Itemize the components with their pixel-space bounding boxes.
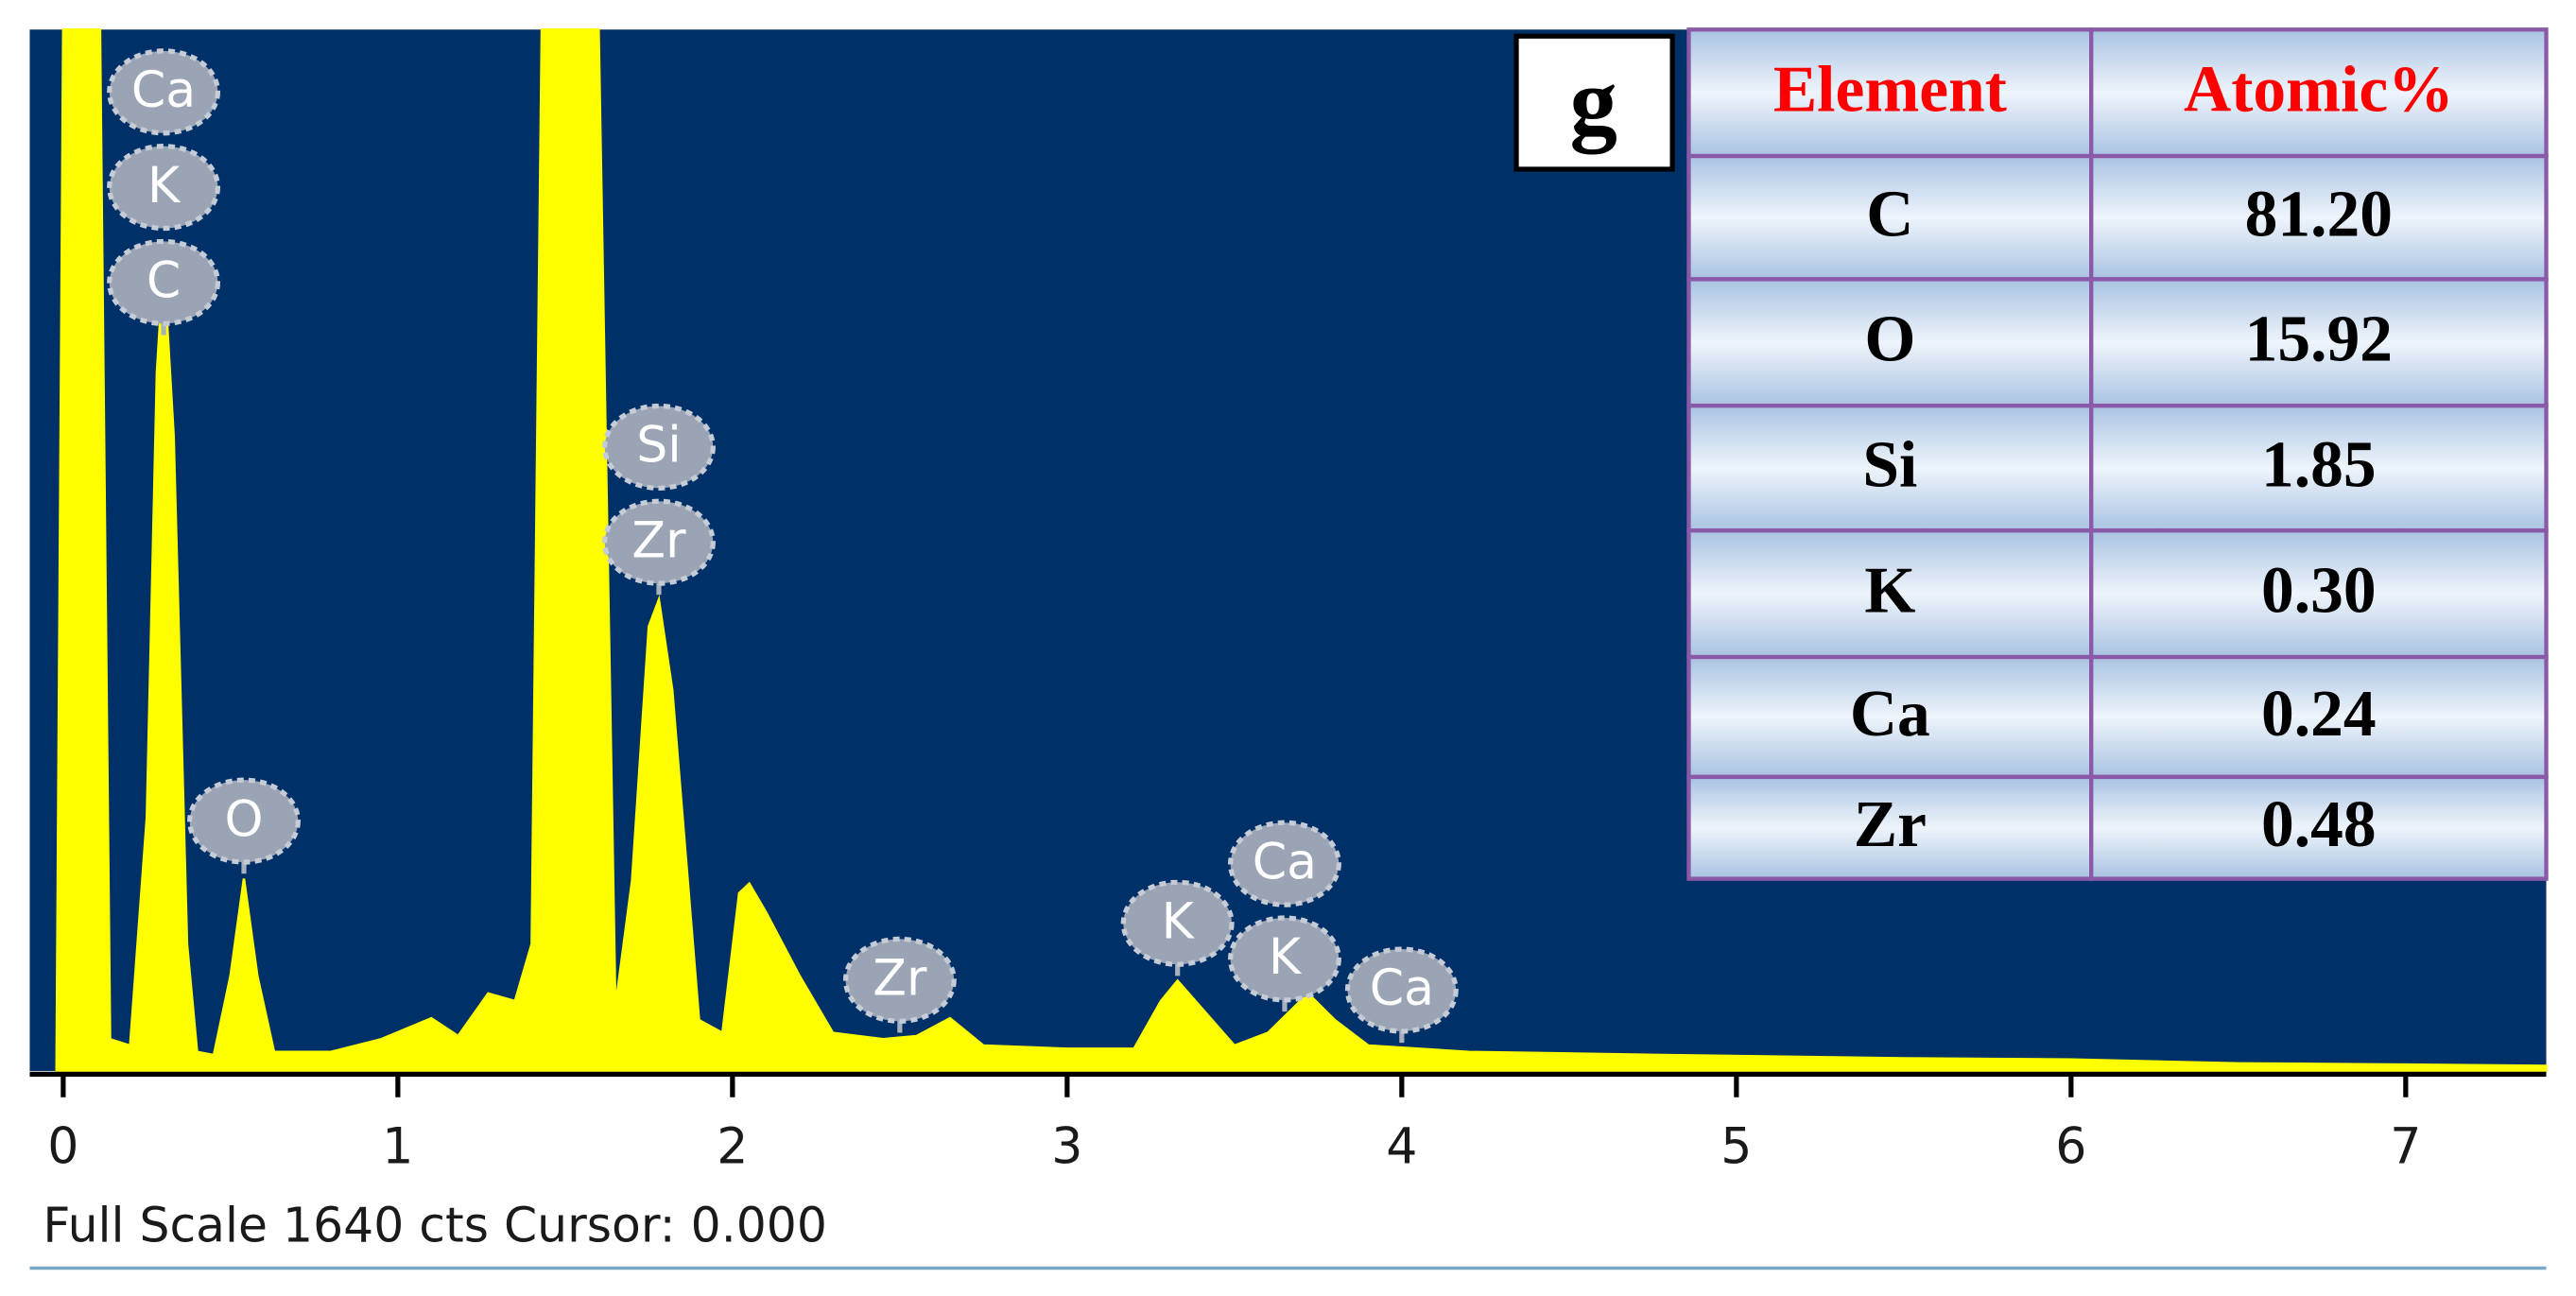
table-cell [2089,27,2549,159]
marker-badge [1228,820,1341,907]
table-cell [1686,404,2094,533]
table-cell [2089,277,2549,408]
table-value: 0.24 [2261,678,2377,751]
marker-badge [187,777,301,865]
x-tick-label: 2 [717,1118,748,1175]
marker-label: Ca [1253,834,1317,890]
panel-label-box [1513,33,1675,172]
table-value: 1.85 [2261,429,2377,502]
x-tick-label: 7 [2390,1118,2421,1175]
table-value: 81.20 [2245,179,2393,251]
marker-badge [1344,946,1459,1034]
table: Element Atomic% C 81.20 O 15.92 Si 1.85 K 0.30 Ca 0… [1686,27,2549,881]
marker-label: Zr [631,512,686,569]
table-value: 15.92 [2245,303,2393,376]
table-value: O [1864,303,1915,376]
x-tick-label: 1 [382,1118,413,1175]
marker-label: Ca [131,62,196,119]
marker-badge [107,238,221,326]
marker-label: Ca [1370,960,1434,1017]
x-tick-label: 0 [47,1118,78,1175]
x-tick-label: 6 [2055,1118,2086,1175]
table-value: 0.30 [2261,555,2377,628]
marker-badge [602,498,716,586]
table-value: Si [1862,429,1917,502]
marker-label: K [1269,929,1303,986]
marker-badge [602,403,716,491]
marker-label: Zr [873,951,927,1008]
marker-badge [1120,879,1235,967]
spectrum [55,27,2548,1073]
table-value: Zr [1854,788,1927,861]
footer: Full Scale 1640 cts Cursor: 0.000 [43,1197,827,1253]
marker-label: O [225,791,264,848]
table-value: K [1864,555,1915,628]
marker-label: K [147,158,182,215]
table-cell [1686,27,2094,159]
table-cell [1686,153,2094,282]
table-header: Element [1773,54,2007,127]
table-header: Atomic% [2184,54,2454,127]
panel-label: g [1570,48,1617,154]
x-axis-ticks: 0 1 2 3 4 5 6 7 [47,1074,2421,1175]
marker-badge [107,48,221,136]
marker-badge [842,936,957,1024]
marker-label: K [1162,893,1196,950]
spectrum-area [55,27,2548,1073]
table-cell [2089,153,2549,282]
table-value: 0.48 [2261,788,2377,861]
marker-label: Si [636,418,682,475]
table-cell [1686,528,2094,660]
x-tick-label: 4 [1386,1118,1417,1175]
table-cell [2089,654,2549,780]
table-cell [2089,528,2549,660]
table-cell [1686,654,2094,780]
marker-badge [1228,915,1341,1003]
marker-label: C [147,253,181,310]
table-cell [2089,774,2549,881]
x-tick-label: 5 [1720,1118,1752,1175]
table-value: C [1866,179,1913,251]
x-tick-label: 3 [1051,1118,1082,1175]
table-value: Ca [1850,678,1930,751]
marker-badge [107,144,221,232]
